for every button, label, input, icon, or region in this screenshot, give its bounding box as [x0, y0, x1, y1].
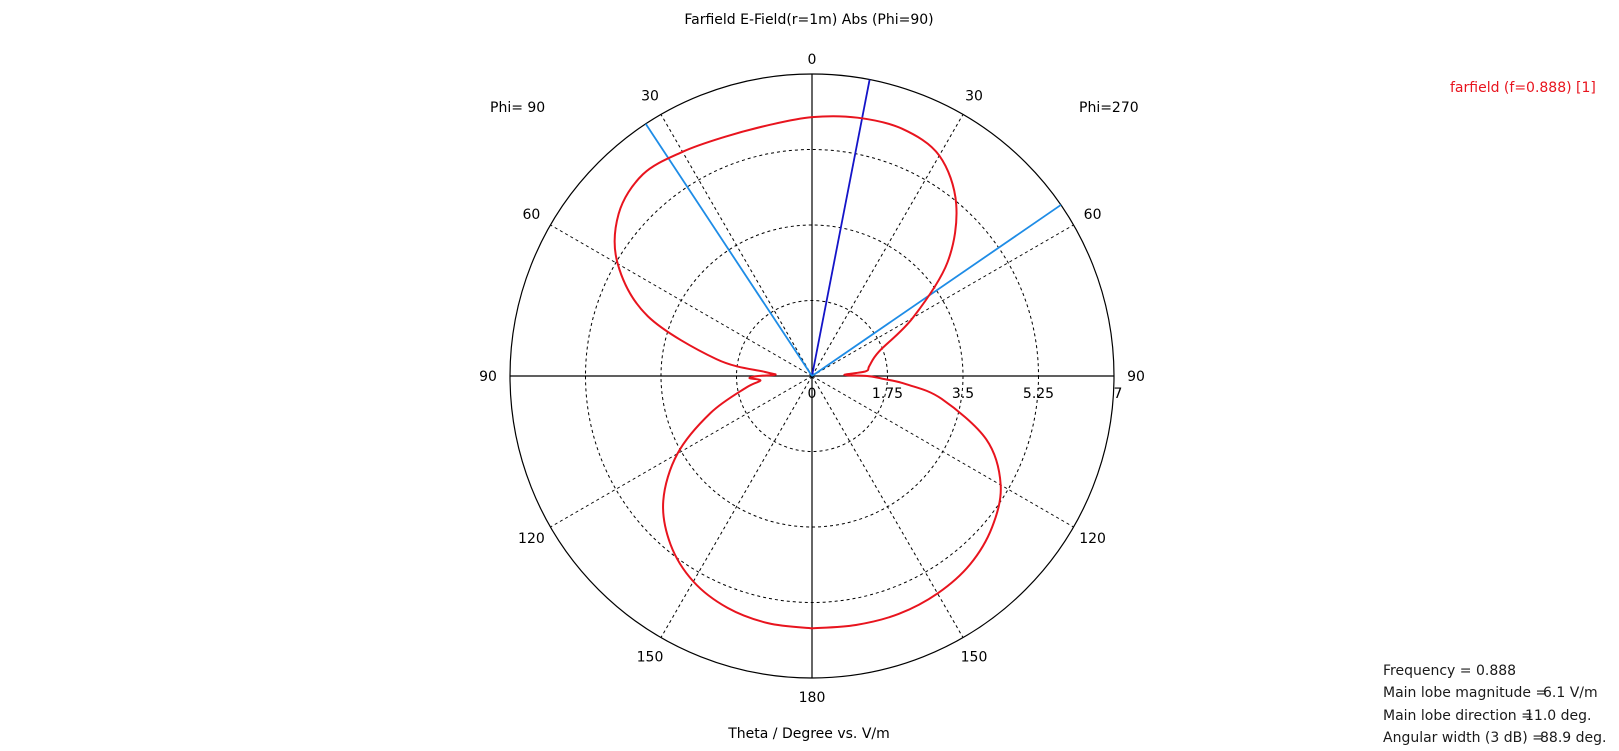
info-direction-value: 11.0 deg. [1525, 707, 1592, 724]
angle-label-left: 30 [641, 88, 659, 104]
info-direction-label: Main lobe direction = [1383, 707, 1533, 724]
radial-tick-label: 5.25 [1023, 386, 1054, 402]
phi-right-label: Phi=270 [1079, 100, 1139, 116]
angle-label-right: 120 [1079, 531, 1106, 547]
angle-label-right: 30 [965, 88, 983, 104]
grid-spoke [811, 114, 964, 377]
pattern-series [613, 115, 1002, 630]
angle-label-left: 60 [522, 207, 540, 223]
info-angular-width-label: Angular width (3 dB) = [1383, 729, 1544, 746]
grid-spoke [811, 224, 1074, 377]
info-magnitude-value: 6.1 V/m [1543, 685, 1598, 702]
results-info-box: Frequency = 0.888 Main lobe magnitude = … [1383, 660, 1613, 749]
beam-markers [645, 79, 1062, 377]
legend-entry: farfield (f=0.888) [1] [1450, 80, 1596, 96]
phi-left-label: Phi= 90 [490, 100, 545, 116]
beamwidth-line [811, 204, 1062, 377]
radial-tick-label: 0 [808, 386, 817, 402]
angle-label-0: 0 [808, 52, 817, 68]
main-lobe-line [811, 79, 871, 377]
info-row-angular-width: Angular width (3 dB) = 88.9 deg. [1383, 727, 1613, 749]
angle-label-180: 180 [799, 690, 826, 706]
angle-label-left: 90 [479, 369, 497, 385]
info-angular-width-value: 88.9 deg. [1540, 729, 1607, 746]
info-row-main-lobe-direction: Main lobe direction = 11.0 deg. [1383, 705, 1613, 727]
beamwidth-line [645, 123, 813, 377]
grid-spoke [550, 375, 813, 528]
x-axis-label: Theta / Degree vs. V/m [727, 726, 890, 742]
info-row-main-lobe-magnitude: Main lobe magnitude = 6.1 V/m [1383, 682, 1613, 704]
info-row-frequency: Frequency = 0.888 [1383, 660, 1613, 682]
series-line [613, 115, 1002, 630]
polar-grid [509, 73, 1115, 679]
angle-label-right: 60 [1084, 207, 1102, 223]
angle-label-right: 150 [961, 650, 988, 666]
chart-title: Farfield E-Field(r=1m) Abs (Phi=90) [684, 12, 933, 28]
angle-label-left: 120 [518, 531, 545, 547]
radial-tick-label: 7 [1114, 386, 1123, 402]
radial-tick-label: 3.5 [952, 386, 974, 402]
info-frequency-label: Frequency = 0.888 [1383, 663, 1517, 679]
grid-spoke [660, 375, 813, 638]
polar-tick-labels: 0 180 30 30 60 60 90 90 120 120 150 150 0 1.75 3.5 5.25… [479, 52, 1145, 706]
radial-tick-label: 1.75 [872, 386, 903, 402]
angle-label-right: 90 [1127, 369, 1145, 385]
info-magnitude-label: Main lobe magnitude = [1383, 685, 1548, 702]
angle-label-left: 150 [637, 650, 664, 666]
